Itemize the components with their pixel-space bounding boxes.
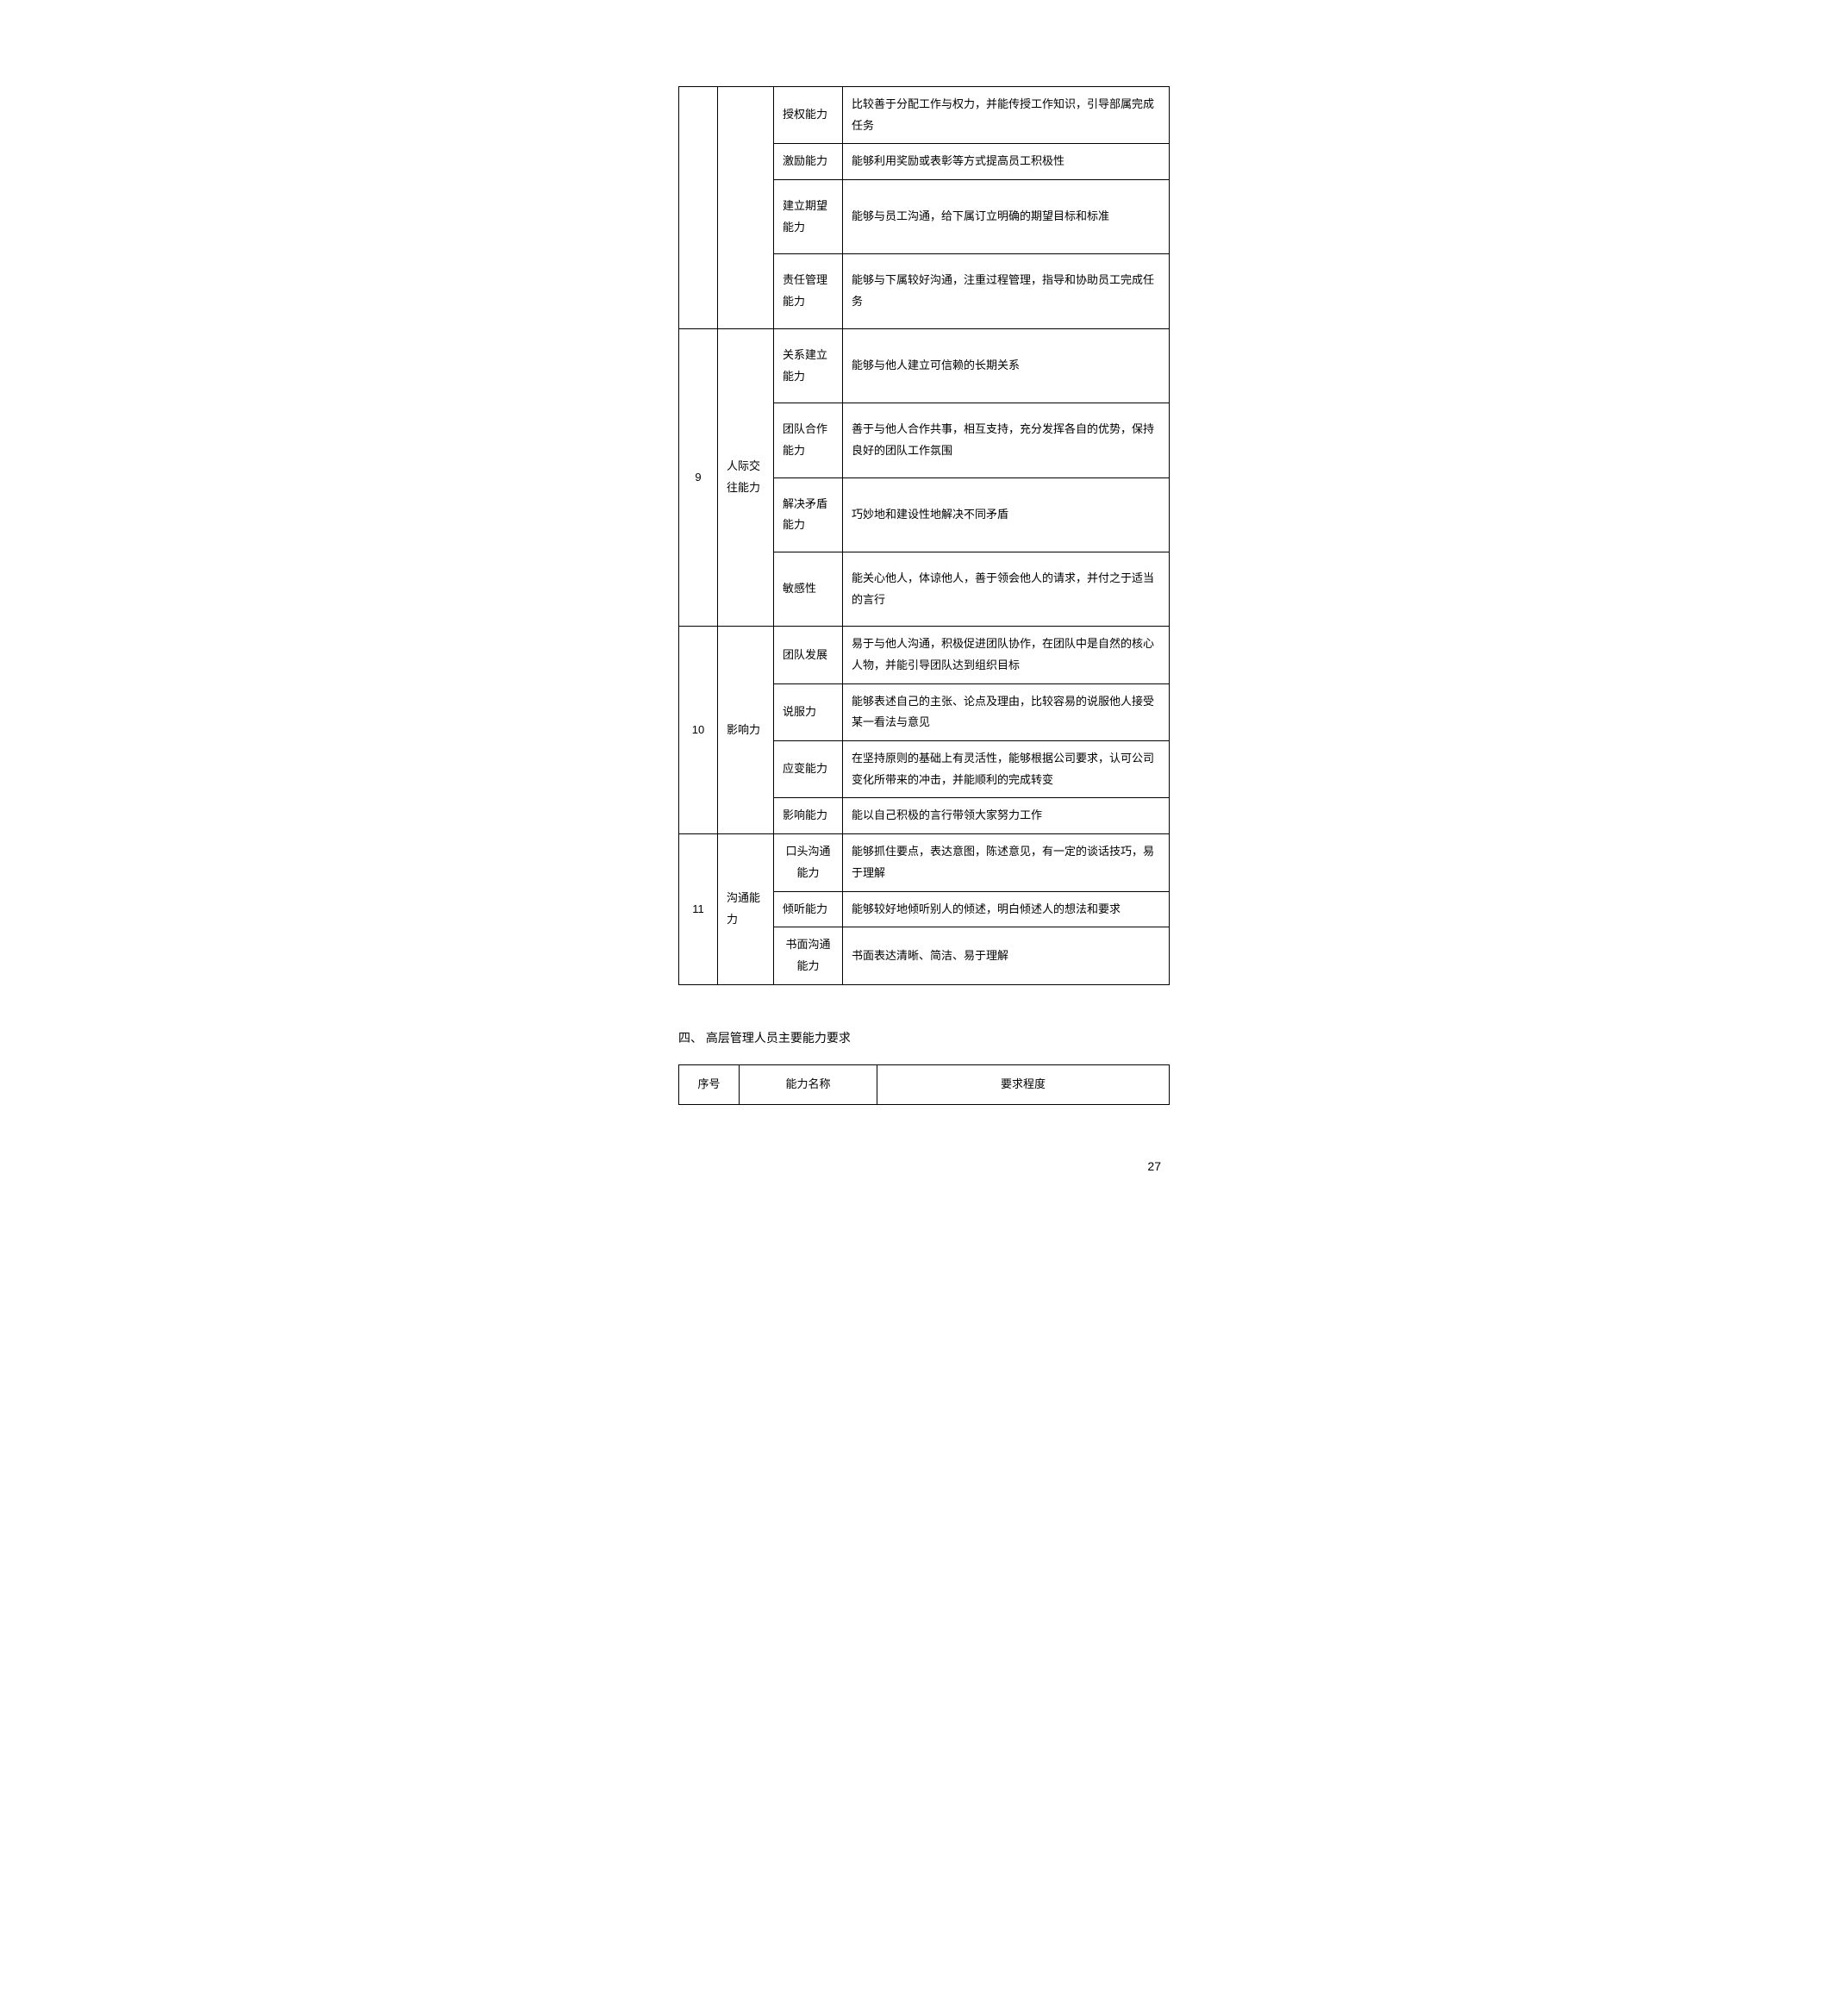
ability-description: 易于与他人沟通，积极促进团队协作，在团队中是自然的核心人物，并能引导团队达到组织… [843,627,1170,683]
ability-description: 能够抓住要点，表达意图，陈述意见，有一定的谈话技巧，易于理解 [843,834,1170,891]
ability-description: 在坚持原则的基础上有灵活性，能够根据公司要求，认可公司变化所带来的冲击，并能顺利… [843,741,1170,798]
ability-name: 激励能力 [774,144,843,180]
ability-name: 影响能力 [774,798,843,834]
row-number: 9 [679,328,718,627]
ability-description: 能够与他人建立可信赖的长期关系 [843,328,1170,403]
ability-description: 能够利用奖励或表彰等方式提高员工积极性 [843,144,1170,180]
ability-description: 能够与下属较好沟通，注重过程管理，指导和协助员工完成任务 [843,254,1170,328]
ability-name: 团队合作能力 [774,403,843,477]
row-number: 10 [679,627,718,834]
ability-description: 书面表达清晰、简洁、易于理解 [843,927,1170,984]
ability-name: 关系建立能力 [774,328,843,403]
category-name [718,87,774,329]
ability-name: 敏感性 [774,552,843,626]
ability-name: 解决矛盾能力 [774,477,843,552]
ability-description: 能关心他人，体谅他人，善于领会他人的请求，并付之于适当的言行 [843,552,1170,626]
ability-name: 倾听能力 [774,891,843,927]
table-row: 11沟通能力口头沟通能力能够抓住要点，表达意图，陈述意见，有一定的谈话技巧，易于… [679,834,1170,891]
ability-description: 能够较好地倾听别人的倾述，明白倾述人的想法和要求 [843,891,1170,927]
category-name: 人际交往能力 [718,328,774,627]
table-row: 9人际交往能力关系建立能力能够与他人建立可信赖的长期关系 [679,328,1170,403]
ability-description: 比较善于分配工作与权力，并能传授工作知识，引导部属完成任务 [843,87,1170,144]
ability-name: 团队发展 [774,627,843,683]
table-row: 10影响力团队发展易于与他人沟通，积极促进团队协作，在团队中是自然的核心人物，并… [679,627,1170,683]
ability-description: 善于与他人合作共事，相互支持，充分发挥各自的优势，保持良好的团队工作氛围 [843,403,1170,477]
ability-name: 说服力 [774,683,843,740]
row-number [679,87,718,329]
page-number: 27 [678,1157,1170,1176]
table-row: 授权能力比较善于分配工作与权力，并能传授工作知识，引导部属完成任务 [679,87,1170,144]
ability-name: 应变能力 [774,741,843,798]
category-name: 影响力 [718,627,774,834]
header-req: 要求程度 [877,1064,1170,1104]
header-name: 能力名称 [740,1064,877,1104]
ability-name: 口头沟通能力 [774,834,843,891]
ability-description: 能够表述自己的主张、论点及理由，比较容易的说服他人接受某一看法与意见 [843,683,1170,740]
ability-description: 巧妙地和建设性地解决不同矛盾 [843,477,1170,552]
ability-name: 授权能力 [774,87,843,144]
requirements-table: 序号 能力名称 要求程度 [678,1064,1170,1105]
ability-name: 责任管理能力 [774,254,843,328]
header-num: 序号 [679,1064,740,1104]
ability-description: 能以自己积极的言行带领大家努力工作 [843,798,1170,834]
category-name: 沟通能力 [718,834,774,984]
table-header-row: 序号 能力名称 要求程度 [679,1064,1170,1104]
section-heading: 四、 高层管理人员主要能力要求 [678,1028,1170,1047]
competency-table: 授权能力比较善于分配工作与权力，并能传授工作知识，引导部属完成任务激励能力能够利… [678,86,1170,985]
row-number: 11 [679,834,718,984]
ability-description: 能够与员工沟通，给下属订立明确的期望目标和标准 [843,180,1170,254]
ability-name: 书面沟通能力 [774,927,843,984]
ability-name: 建立期望能力 [774,180,843,254]
